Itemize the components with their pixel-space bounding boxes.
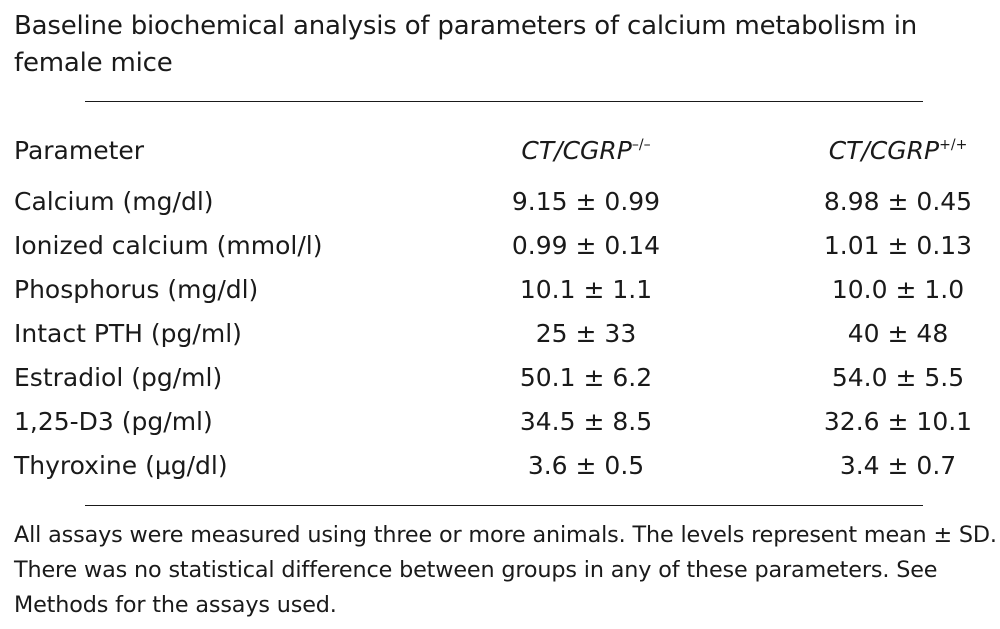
header-group-wildtype-superscript: +/+ — [939, 137, 968, 153]
table-footnote: All assays were measured using three or … — [14, 522, 997, 618]
table-row: Estradiol (pg/ml) 50.1 ± 6.2 54.0 ± 5.5 — [0, 356, 1000, 400]
row-knockout-value: 3.6 ± 0.5 — [527, 451, 645, 480]
row-parameter: Thyroxine (μg/dl) — [14, 451, 228, 480]
table-row: Phosphorus (mg/dl) 10.1 ± 1.1 10.0 ± 1.0 — [0, 268, 1000, 312]
row-parameter: Calcium (mg/dl) — [14, 187, 214, 216]
row-wildtype-value: 10.0 ± 1.0 — [831, 275, 965, 304]
header-group-knockout-label: CT/CGRP — [521, 136, 632, 165]
row-wildtype-value: 40 ± 48 — [847, 319, 949, 348]
header-group-wildtype: CT/CGRP+/+ — [778, 129, 1000, 177]
row-parameter: Intact PTH (pg/ml) — [14, 319, 242, 348]
row-parameter: Phosphorus (mg/dl) — [14, 275, 259, 304]
row-knockout-value: 10.1 ± 1.1 — [519, 275, 653, 304]
row-wildtype-value: 32.6 ± 10.1 — [823, 407, 973, 436]
row-knockout-value: 34.5 ± 8.5 — [519, 407, 653, 436]
table-row: 1,25-D3 (pg/ml) 34.5 ± 8.5 32.6 ± 10.1 — [0, 400, 1000, 444]
header-group-knockout: CT/CGRP–/– — [466, 129, 706, 177]
row-knockout-value: 50.1 ± 6.2 — [519, 363, 653, 392]
table-row: Calcium (mg/dl) 9.15 ± 0.99 8.98 ± 0.45 — [0, 180, 1000, 224]
row-wildtype-value: 8.98 ± 0.45 — [823, 187, 973, 216]
row-knockout-value: 25 ± 33 — [535, 319, 637, 348]
header-parameter: Parameter — [14, 136, 145, 165]
row-wildtype-value: 1.01 ± 0.13 — [823, 231, 973, 260]
row-parameter: 1,25-D3 (pg/ml) — [14, 407, 213, 436]
header-group-knockout-superscript: –/– — [631, 137, 651, 153]
table-header-row: Parameter CT/CGRP–/– CT/CGRP+/+ — [0, 129, 1000, 173]
table-row: Ionized calcium (mmol/l) 0.99 ± 0.14 1.0… — [0, 224, 1000, 268]
table-bottom-rule — [85, 505, 923, 506]
table-top-rule — [85, 101, 923, 102]
row-wildtype-value: 3.4 ± 0.7 — [839, 451, 957, 480]
table-row: Intact PTH (pg/ml) 25 ± 33 40 ± 48 — [0, 312, 1000, 356]
table-row: Thyroxine (μg/dl) 3.6 ± 0.5 3.4 ± 0.7 — [0, 444, 1000, 488]
table-title: Baseline biochemical analysis of paramet… — [14, 11, 918, 78]
row-knockout-value: 9.15 ± 0.99 — [511, 187, 661, 216]
row-parameter: Ionized calcium (mmol/l) — [14, 231, 323, 260]
row-parameter: Estradiol (pg/ml) — [14, 363, 223, 392]
row-knockout-value: 0.99 ± 0.14 — [511, 231, 661, 260]
header-group-wildtype-label: CT/CGRP — [828, 136, 940, 165]
row-wildtype-value: 54.0 ± 5.5 — [831, 363, 965, 392]
